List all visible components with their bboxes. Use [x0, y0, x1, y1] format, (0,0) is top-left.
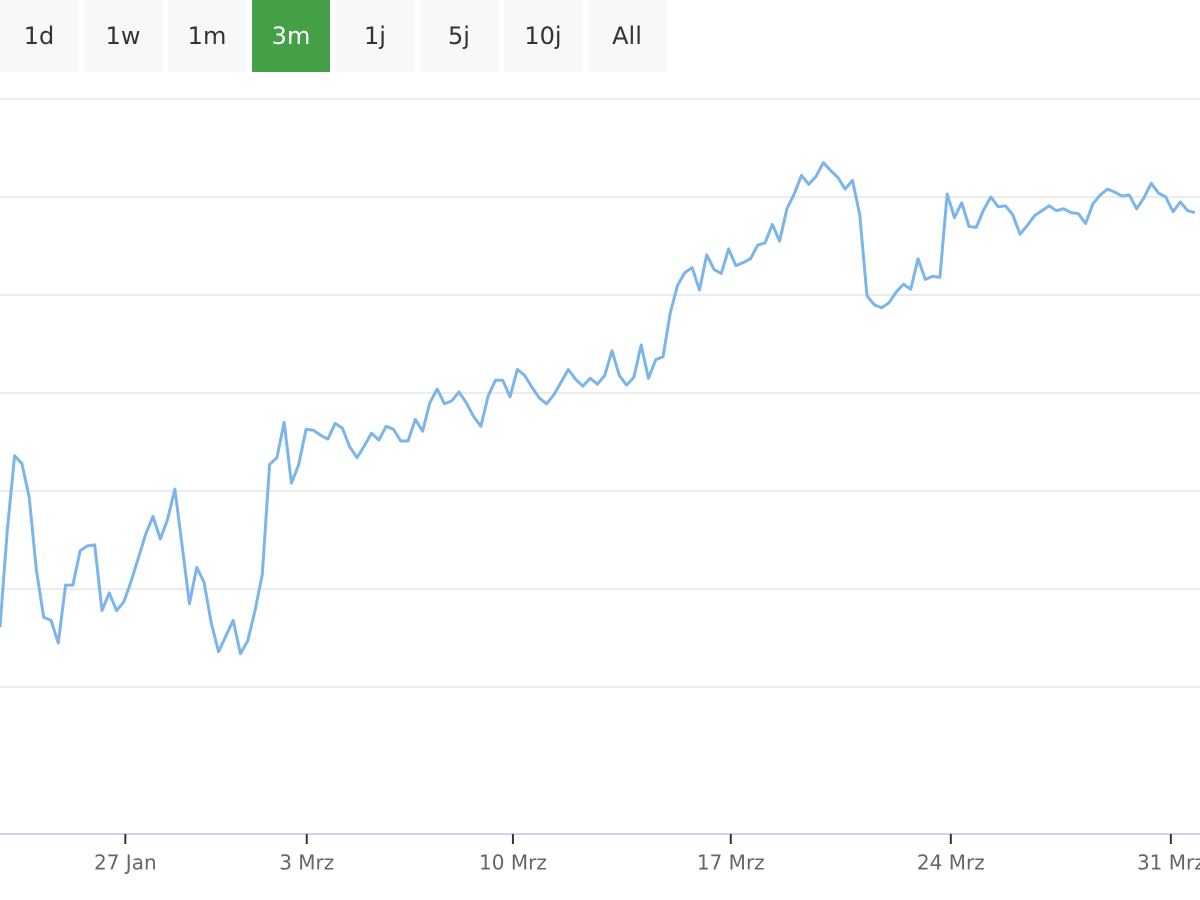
- x-tick-label: 24 Mrz: [917, 851, 985, 875]
- range-button[interactable]: 1d: [0, 0, 78, 72]
- x-tick-label: 10 Mrz: [479, 851, 547, 875]
- x-tick-label: 3 Mrz: [279, 851, 334, 875]
- x-tick-label: 17 Mrz: [697, 851, 765, 875]
- range-button[interactable]: 1w: [84, 0, 162, 72]
- price-line: [0, 161, 1196, 656]
- range-button[interactable]: 1m: [168, 0, 246, 72]
- range-button[interactable]: 10j: [504, 0, 582, 72]
- x-tick-label: 31 Mrz: [1137, 851, 1200, 875]
- range-button[interactable]: All: [588, 0, 666, 72]
- range-button[interactable]: 5j: [420, 0, 498, 72]
- range-button[interactable]: 3m: [252, 0, 330, 72]
- x-tick-label: 27 Jan: [94, 851, 157, 875]
- range-button[interactable]: 1j: [336, 0, 414, 72]
